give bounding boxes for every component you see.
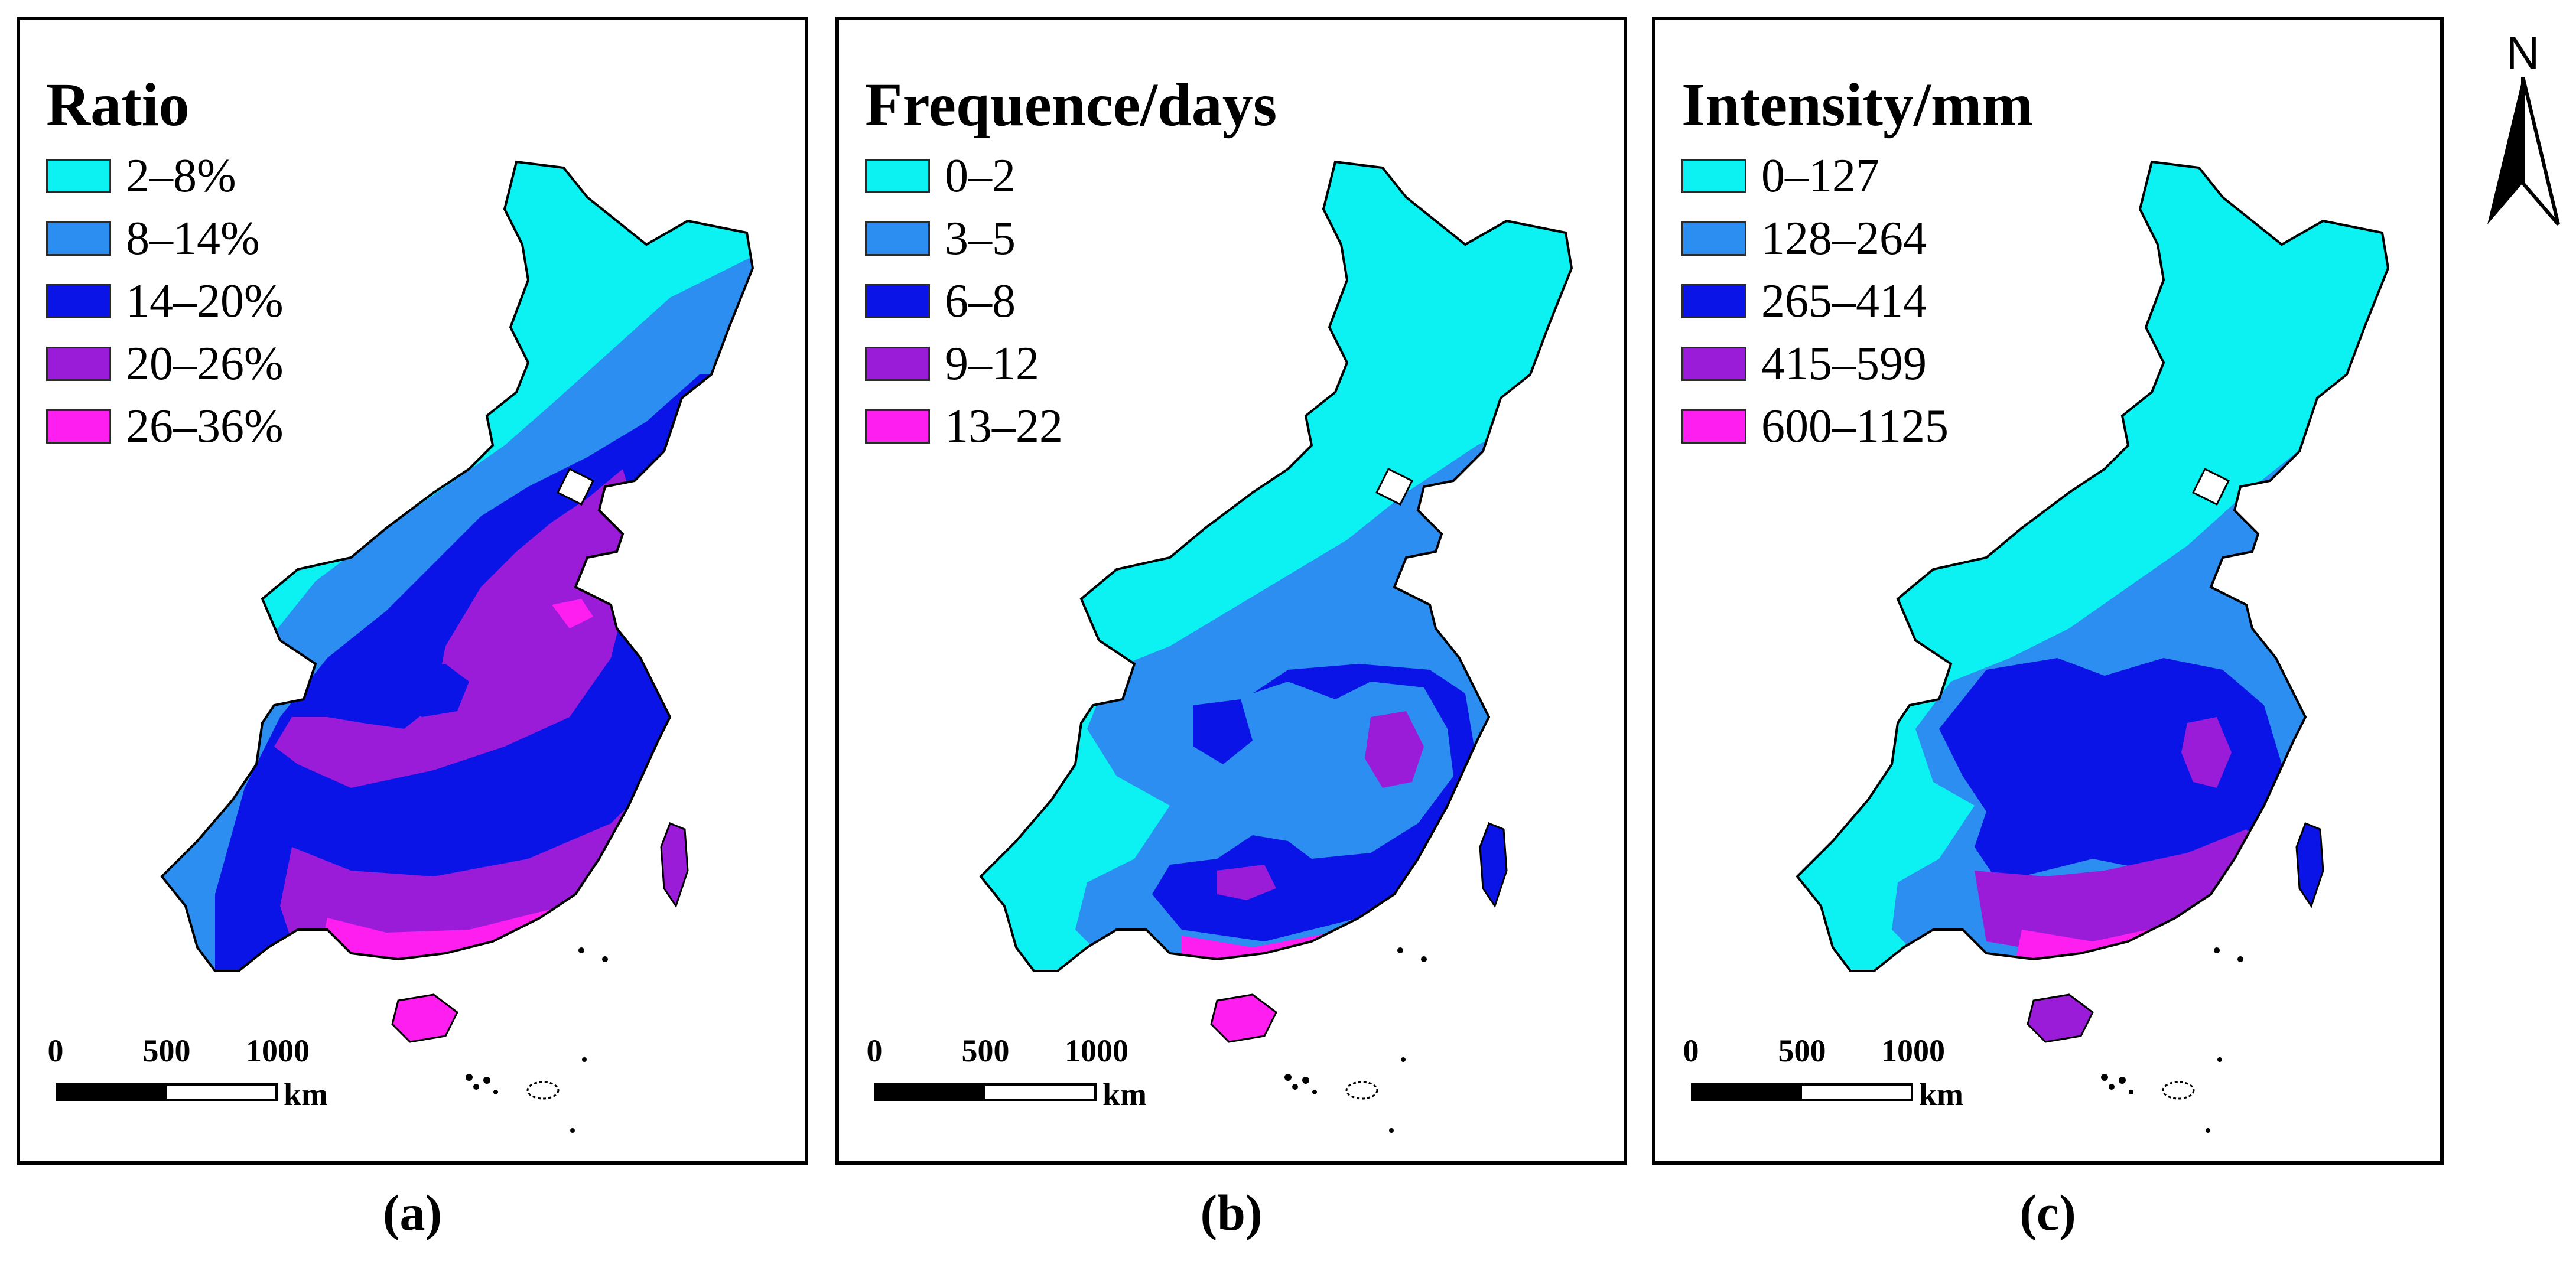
legend-swatch — [865, 347, 930, 381]
legend-title: Intensity/mm — [1681, 71, 2034, 139]
scale-bar — [56, 1083, 278, 1101]
bohai-bay — [2191, 467, 2230, 506]
island-taiwan — [1479, 822, 1508, 908]
china-outline — [160, 160, 754, 972]
legend-swatch — [865, 221, 930, 256]
scale-tick-label: 500 — [961, 1033, 1010, 1068]
frequence-zone-6-8-west — [1193, 699, 1253, 764]
island-group-outline — [526, 1081, 560, 1100]
bohai-bay — [1375, 467, 1414, 506]
scale-tick-label: 0 — [1683, 1033, 1699, 1068]
legend-label: 2–8% — [126, 150, 236, 202]
island-hainan — [391, 993, 458, 1043]
intensity-map — [1796, 160, 2390, 1133]
legend-label: 128–264 — [1761, 213, 1927, 265]
scale-bar-labels: 0 500 1000 — [1683, 1033, 2040, 1082]
ratio-map — [160, 160, 754, 1133]
scale-unit: km — [1919, 1077, 1964, 1112]
legend-swatch — [1681, 221, 1746, 256]
scale-tick-label: 1000 — [246, 1033, 310, 1068]
scale-tick-label: 1000 — [1065, 1033, 1128, 1068]
scale-tick-label: 500 — [142, 1033, 191, 1068]
legend-swatch — [1681, 409, 1746, 444]
north-arrow: N — [2476, 30, 2570, 230]
north-arrow-icon — [2487, 77, 2560, 226]
panel-caption-b: (b) — [1200, 1184, 1263, 1241]
legend-label: 0–2 — [945, 150, 1016, 202]
map-panel-intensity: Intensity/mm 0–127 128–264 265–414 415–5… — [1652, 17, 2444, 1165]
legend-label: 14–20% — [126, 275, 284, 327]
legend-label: 26–36% — [126, 400, 284, 452]
map-panel-frequence: Frequence/days 0–2 3–5 6–8 9–12 13–22 0 … — [835, 17, 1627, 1165]
ratio-zone-14-20-inner — [398, 664, 469, 717]
legend-label: 9–12 — [945, 338, 1039, 390]
scale-tick-label: 0 — [47, 1033, 64, 1068]
scale-bar-labels: 0 500 1000 — [866, 1033, 1223, 1082]
island-hainan — [1210, 993, 1277, 1043]
south-sea-islands — [466, 947, 608, 1133]
legend-swatch — [46, 159, 111, 193]
scale-bar-segment — [985, 1086, 1094, 1099]
scale-bar — [874, 1083, 1097, 1101]
legend-label: 415–599 — [1761, 338, 1927, 390]
legend-label: 600–1125 — [1761, 400, 1949, 452]
china-outline — [979, 160, 1573, 972]
island-hainan — [2027, 993, 2094, 1043]
intensity-zone-415-599 — [2181, 717, 2232, 788]
legend-label: 20–26% — [126, 338, 284, 390]
legend-swatch — [46, 347, 111, 381]
legend-title: Frequence/days — [865, 71, 1277, 139]
island-taiwan — [2295, 822, 2324, 908]
legend-label: 0–127 — [1761, 150, 1879, 202]
north-label: N — [2506, 27, 2540, 79]
panel-caption-c: (c) — [2019, 1184, 2076, 1241]
scale-bar-labels: 0 500 1000 — [47, 1033, 404, 1082]
scale-unit: km — [284, 1077, 328, 1112]
legend-swatch — [1681, 284, 1746, 318]
legend-swatch — [865, 159, 930, 193]
island-group-outline — [1345, 1081, 1378, 1100]
intensity-zone-265-414 — [1939, 658, 2282, 882]
legend-swatch — [46, 409, 111, 444]
map-panel-ratio: Ratio 2–8% 8–14% 14–20% 20–26% 26–36% 0 … — [17, 17, 808, 1165]
scale-bar-segment — [877, 1086, 985, 1099]
legend-swatch — [46, 284, 111, 318]
frequence-map — [979, 160, 1573, 1133]
scale-bar-segment — [1802, 1086, 1911, 1099]
south-sea-islands — [1284, 947, 1427, 1133]
scale-tick-label: 500 — [1778, 1033, 1826, 1068]
island-taiwan — [660, 822, 689, 908]
legend-swatch — [1681, 347, 1746, 381]
legend-swatch — [865, 409, 930, 444]
legend-label: 265–414 — [1761, 275, 1927, 327]
scale-unit: km — [1102, 1077, 1147, 1112]
scale-tick-label: 1000 — [1881, 1033, 1945, 1068]
frequence-zone-9-12-south — [1217, 865, 1276, 900]
legend-swatch — [1681, 159, 1746, 193]
legend-label: 8–14% — [126, 213, 260, 265]
south-sea-islands — [2101, 947, 2243, 1133]
intensity-zone-600-1125 — [2016, 888, 2276, 971]
ratio-zone-26-36-east — [552, 599, 593, 628]
scale-bar-segment — [1693, 1086, 1802, 1099]
scale-tick-label: 0 — [866, 1033, 883, 1068]
legend-swatch — [46, 221, 111, 256]
island-group-outline — [2162, 1081, 2195, 1100]
legend-label: 3–5 — [945, 213, 1016, 265]
scale-bar-segment — [167, 1086, 275, 1099]
legend-label: 6–8 — [945, 275, 1016, 327]
scale-bar-segment — [58, 1086, 167, 1099]
legend-title: Ratio — [46, 71, 190, 139]
legend-label: 13–22 — [945, 400, 1063, 452]
bohai-bay — [556, 467, 595, 506]
frequence-zone-9-12 — [1365, 711, 1424, 788]
ratio-zone-20-26 — [274, 469, 640, 788]
china-outline — [1796, 160, 2390, 972]
legend-swatch — [865, 284, 930, 318]
scale-bar — [1691, 1083, 1913, 1101]
panel-caption-a: (a) — [382, 1184, 443, 1241]
